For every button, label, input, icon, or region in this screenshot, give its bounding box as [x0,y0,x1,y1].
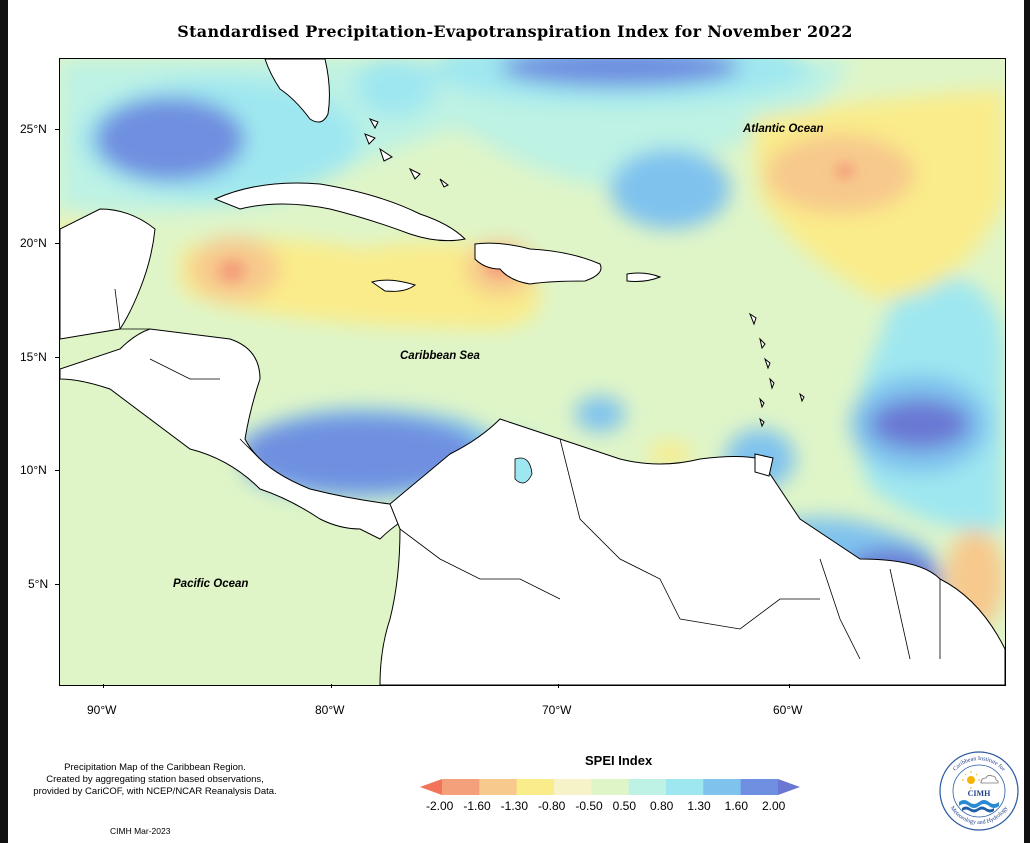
legend-swatch [628,779,667,795]
lat-tick-mark [55,470,59,471]
frame-left [0,0,8,843]
cuba-outline [213,182,467,242]
legend-swatch [442,779,480,795]
logo-abbrev: CIMH [968,789,991,798]
lake-maracaibo [514,457,533,484]
lat-tick-label: 15°N [20,350,47,364]
legend-label: 0.80 [650,799,674,813]
puerto-rico-outline [626,272,662,282]
legend-label: -1.60 [463,799,491,813]
legend-title: SPEI Index [585,753,653,768]
hispaniola-outline [474,242,602,285]
legend-label: -1.30 [500,799,529,813]
map-title: Standardised Precipitation-Evapotranspir… [177,22,853,41]
lat-tick-label: 10°N [20,463,47,477]
lon-tick-label: 90°W [87,703,117,717]
central-america-outline [60,328,406,540]
legend-swatch [516,779,555,795]
yucatan-outline [60,208,156,340]
jamaica-outline [370,279,417,292]
lon-tick-mark [789,684,790,688]
lat-tick-label: 20°N [20,236,47,250]
lon-tick-label: 80°W [315,703,345,717]
legend-label: 1.30 [687,799,711,813]
pacific-ocean-label: Pacific Ocean [173,578,249,590]
lon-tick-label: 60°W [773,703,803,717]
cloud-icon [980,774,999,784]
legend-swatch [479,779,518,795]
wave-icon [959,800,999,813]
sun-icon [962,771,980,789]
lon-tick-label: 70°W [542,703,572,717]
spei-field [60,59,1005,685]
legend-swatch [703,779,742,795]
legend-swatch [666,779,704,795]
lat-tick-mark [55,357,59,358]
lon-tick-mark [331,684,332,688]
lat-tick-mark [55,584,59,585]
legend-label: 1.60 [724,799,749,813]
lat-tick-mark [55,129,59,130]
legend-arrow-low [420,779,442,795]
legend-swatch [554,779,592,795]
lon-tick-mark [558,684,559,688]
legend-arrow-high [778,779,800,795]
lon-tick-mark [103,684,104,688]
frame-right [1024,0,1030,843]
description-line: provided by CariCOF, with NCEP/NCAR Rean… [33,786,277,797]
land-masses [60,59,1005,685]
bahamas-outline [364,118,449,188]
description-line: Created by aggregating station based obs… [46,774,264,785]
legend-label: 2.00 [762,799,786,813]
map-description: Precipitation Map of the Caribbean Regio… [10,762,300,798]
legend-swatch [740,779,779,795]
caribbean-sea-label: Caribbean Sea [400,350,480,362]
lat-tick-label: 25°N [20,122,47,136]
legend-label: 0.50 [612,799,637,813]
legend-label: -0.80 [538,799,566,813]
legend-label: -2.00 [426,799,454,813]
legend-label: -0.50 [575,799,603,813]
credit-text: CIMH Mar-2023 [110,826,171,836]
spei-map [59,58,1006,686]
south-america-outline [379,418,1005,685]
cimh-logo: Caribbean Institute for Meteorology and … [939,751,1019,831]
atlantic-ocean-label: Atlantic Ocean [743,123,824,135]
legend-colorbar [420,779,800,795]
lat-tick-mark [55,243,59,244]
florida-outline [264,59,330,123]
lesser-antilles-outline [748,312,805,477]
description-line: Precipitation Map of the Caribbean Regio… [64,762,246,773]
legend-swatch [591,779,630,795]
lat-tick-label: 5°N [28,577,49,591]
country-borders [114,288,941,660]
